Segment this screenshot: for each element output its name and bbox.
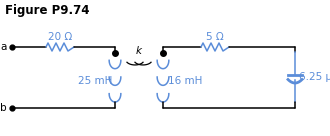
Text: 20 Ω: 20 Ω <box>48 32 72 42</box>
Text: Figure P9.74: Figure P9.74 <box>5 4 89 17</box>
Text: b: b <box>0 103 7 113</box>
Text: k: k <box>136 46 142 56</box>
Text: 25 mH: 25 mH <box>78 76 112 86</box>
Text: 6.25 μF: 6.25 μF <box>299 72 330 82</box>
Text: a: a <box>1 42 7 52</box>
Text: 16 mH: 16 mH <box>168 76 202 86</box>
Text: 5 Ω: 5 Ω <box>206 32 224 42</box>
